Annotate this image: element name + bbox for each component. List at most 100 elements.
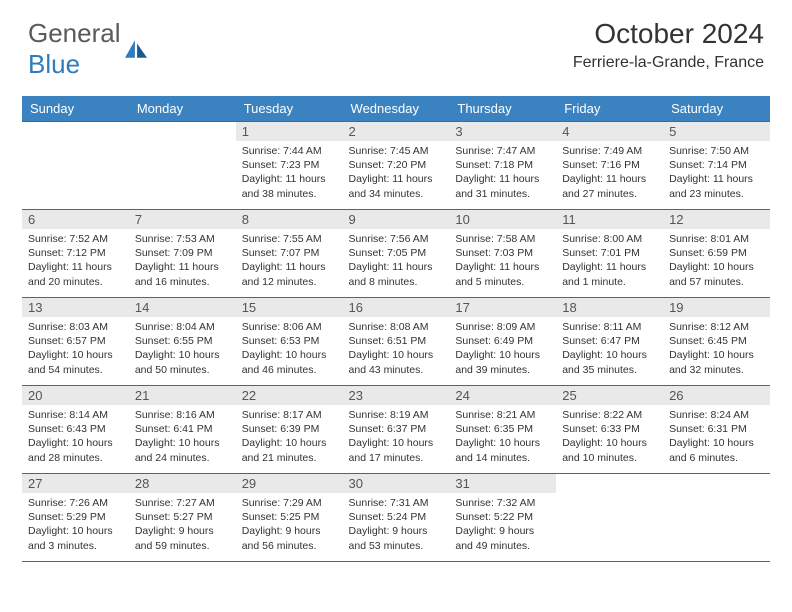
calendar-cell: 3 Sunrise: 7:47 AMSunset: 7:18 PMDaylight… xyxy=(449,122,556,210)
calendar-body: ..1Sunrise: 7:44 AMSunset: 7:23 PMDaylig… xyxy=(22,122,770,562)
day-details: Sunrise: 8:22 AMSunset: 6:33 PMDaylight:… xyxy=(562,408,657,465)
day-number: 20 xyxy=(22,386,129,405)
day-details: Sunrise: 8:19 AMSunset: 6:37 PMDaylight:… xyxy=(349,408,444,465)
day-header: Monday xyxy=(129,96,236,122)
day-details: Sunrise: 8:01 AMSunset: 6:59 PMDaylight:… xyxy=(669,232,764,289)
calendar-cell: 14 Sunrise: 8:04 AMSunset: 6:55 PMDayligh… xyxy=(129,298,236,386)
title-block: October 2024 Ferriere-la-Grande, France xyxy=(573,18,764,72)
day-number: 21 xyxy=(129,386,236,405)
day-details: Sunrise: 8:14 AMSunset: 6:43 PMDaylight:… xyxy=(28,408,123,465)
calendar-cell: 19Sunrise: 8:12 AMSunset: 6:45 PMDayligh… xyxy=(663,298,770,386)
day-number: 22 xyxy=(236,386,343,405)
calendar-cell: . xyxy=(556,474,663,562)
day-details: Sunrise: 8:16 AMSunset: 6:41 PMDaylight:… xyxy=(135,408,230,465)
day-header: Tuesday xyxy=(236,96,343,122)
day-number: 3 xyxy=(449,122,556,141)
month-title: October 2024 xyxy=(573,18,764,50)
day-details: Sunrise: 8:04 AMSunset: 6:55 PMDaylight:… xyxy=(135,320,230,377)
calendar-row: 6Sunrise: 7:52 AMSunset: 7:12 PMDaylight… xyxy=(22,210,770,298)
calendar-cell: . xyxy=(22,122,129,210)
day-details: Sunrise: 8:00 AMSunset: 7:01 PMDaylight:… xyxy=(562,232,657,289)
day-details: Sunrise: 8:21 AMSunset: 6:35 PMDaylight:… xyxy=(455,408,550,465)
calendar-cell: 8 Sunrise: 7:55 AMSunset: 7:07 PMDaylight… xyxy=(236,210,343,298)
calendar-cell: 29Sunrise: 7:29 AMSunset: 5:25 PMDayligh… xyxy=(236,474,343,562)
day-number: 8 xyxy=(236,210,343,229)
calendar-cell: 12 Sunrise: 8:01 AMSunset: 6:59 PMDayligh… xyxy=(663,210,770,298)
day-number: 30 xyxy=(343,474,450,493)
day-number: 31 xyxy=(449,474,556,493)
day-number: 1 xyxy=(236,122,343,141)
calendar-cell: . xyxy=(129,122,236,210)
day-number: 5 xyxy=(663,122,770,141)
day-details: Sunrise: 8:17 AMSunset: 6:39 PMDaylight:… xyxy=(242,408,337,465)
calendar-cell: 4 Sunrise: 7:49 AMSunset: 7:16 PMDaylight… xyxy=(556,122,663,210)
calendar-cell: 11Sunrise: 8:00 AMSunset: 7:01 PMDayligh… xyxy=(556,210,663,298)
day-number: 23 xyxy=(343,386,450,405)
day-number: 17 xyxy=(449,298,556,317)
calendar-cell: 15Sunrise: 8:06 AMSunset: 6:53 PMDayligh… xyxy=(236,298,343,386)
sail-icon xyxy=(125,40,147,58)
calendar-head: SundayMondayTuesdayWednesdayThursdayFrid… xyxy=(22,96,770,122)
day-number: 16 xyxy=(343,298,450,317)
day-number: 13 xyxy=(22,298,129,317)
calendar-cell: 13Sunrise: 8:03 AMSunset: 6:57 PMDayligh… xyxy=(22,298,129,386)
calendar-cell: 10 Sunrise: 7:58 AMSunset: 7:03 PMDayligh… xyxy=(449,210,556,298)
day-number: 26 xyxy=(663,386,770,405)
calendar-cell: 5 Sunrise: 7:50 AMSunset: 7:14 PMDaylight… xyxy=(663,122,770,210)
day-number: 2 xyxy=(343,122,450,141)
day-number: 14 xyxy=(129,298,236,317)
day-details: Sunrise: 7:53 AMSunset: 7:09 PMDaylight:… xyxy=(135,232,230,289)
day-header: Thursday xyxy=(449,96,556,122)
day-number: 6 xyxy=(22,210,129,229)
day-details: Sunrise: 7:49 AMSunset: 7:16 PMDaylight:… xyxy=(562,144,657,201)
day-details: Sunrise: 7:56 AMSunset: 7:05 PMDaylight:… xyxy=(349,232,444,289)
day-number: 25 xyxy=(556,386,663,405)
calendar-cell: 16Sunrise: 8:08 AMSunset: 6:51 PMDayligh… xyxy=(343,298,450,386)
calendar-cell: 23 Sunrise: 8:19 AMSunset: 6:37 PMDayligh… xyxy=(343,386,450,474)
day-number: 29 xyxy=(236,474,343,493)
day-details: Sunrise: 7:50 AMSunset: 7:14 PMDaylight:… xyxy=(669,144,764,201)
day-header-row: SundayMondayTuesdayWednesdayThursdayFrid… xyxy=(22,96,770,122)
day-details: Sunrise: 7:55 AMSunset: 7:07 PMDaylight:… xyxy=(242,232,337,289)
calendar-cell: 24Sunrise: 8:21 AMSunset: 6:35 PMDayligh… xyxy=(449,386,556,474)
day-details: Sunrise: 8:11 AMSunset: 6:47 PMDaylight:… xyxy=(562,320,657,377)
calendar-row: 13Sunrise: 8:03 AMSunset: 6:57 PMDayligh… xyxy=(22,298,770,386)
location: Ferriere-la-Grande, France xyxy=(573,54,764,72)
calendar-cell: 25 Sunrise: 8:22 AMSunset: 6:33 PMDayligh… xyxy=(556,386,663,474)
calendar-cell: 1 Sunrise: 7:44 AMSunset: 7:23 PMDaylight… xyxy=(236,122,343,210)
day-header: Wednesday xyxy=(343,96,450,122)
logo-text: General Blue xyxy=(28,18,121,80)
day-details: Sunrise: 8:12 AMSunset: 6:45 PMDaylight:… xyxy=(669,320,764,377)
calendar-cell: 28 Sunrise: 7:27 AMSunset: 5:27 PMDayligh… xyxy=(129,474,236,562)
day-number: 18 xyxy=(556,298,663,317)
calendar-cell: 7 Sunrise: 7:53 AMSunset: 7:09 PMDaylight… xyxy=(129,210,236,298)
calendar-cell: 6Sunrise: 7:52 AMSunset: 7:12 PMDaylight… xyxy=(22,210,129,298)
day-details: Sunrise: 7:27 AMSunset: 5:27 PMDaylight:… xyxy=(135,496,230,553)
calendar-cell: 26 Sunrise: 8:24 AMSunset: 6:31 PMDayligh… xyxy=(663,386,770,474)
calendar-table: SundayMondayTuesdayWednesdayThursdayFrid… xyxy=(22,96,770,562)
day-details: Sunrise: 7:44 AMSunset: 7:23 PMDaylight:… xyxy=(242,144,337,201)
day-details: Sunrise: 8:09 AMSunset: 6:49 PMDaylight:… xyxy=(455,320,550,377)
day-header: Friday xyxy=(556,96,663,122)
day-number: 9 xyxy=(343,210,450,229)
day-number: 7 xyxy=(129,210,236,229)
calendar-cell: . xyxy=(663,474,770,562)
day-number: 4 xyxy=(556,122,663,141)
calendar-cell: 27Sunrise: 7:26 AMSunset: 5:29 PMDayligh… xyxy=(22,474,129,562)
day-number: 28 xyxy=(129,474,236,493)
day-details: Sunrise: 7:47 AMSunset: 7:18 PMDaylight:… xyxy=(455,144,550,201)
day-details: Sunrise: 7:31 AMSunset: 5:24 PMDaylight:… xyxy=(349,496,444,553)
day-details: Sunrise: 7:58 AMSunset: 7:03 PMDaylight:… xyxy=(455,232,550,289)
calendar-cell: 20 Sunrise: 8:14 AMSunset: 6:43 PMDayligh… xyxy=(22,386,129,474)
calendar-row: ..1Sunrise: 7:44 AMSunset: 7:23 PMDaylig… xyxy=(22,122,770,210)
day-number: 12 xyxy=(663,210,770,229)
calendar-cell: 18 Sunrise: 8:11 AMSunset: 6:47 PMDayligh… xyxy=(556,298,663,386)
logo: General Blue xyxy=(28,18,147,80)
day-details: Sunrise: 8:24 AMSunset: 6:31 PMDaylight:… xyxy=(669,408,764,465)
day-number: 10 xyxy=(449,210,556,229)
calendar-cell: 17 Sunrise: 8:09 AMSunset: 6:49 PMDayligh… xyxy=(449,298,556,386)
calendar-cell: 9 Sunrise: 7:56 AMSunset: 7:05 PMDaylight… xyxy=(343,210,450,298)
calendar-cell: 22 Sunrise: 8:17 AMSunset: 6:39 PMDayligh… xyxy=(236,386,343,474)
header: General Blue October 2024 Ferriere-la-Gr… xyxy=(0,0,792,88)
day-number: 15 xyxy=(236,298,343,317)
